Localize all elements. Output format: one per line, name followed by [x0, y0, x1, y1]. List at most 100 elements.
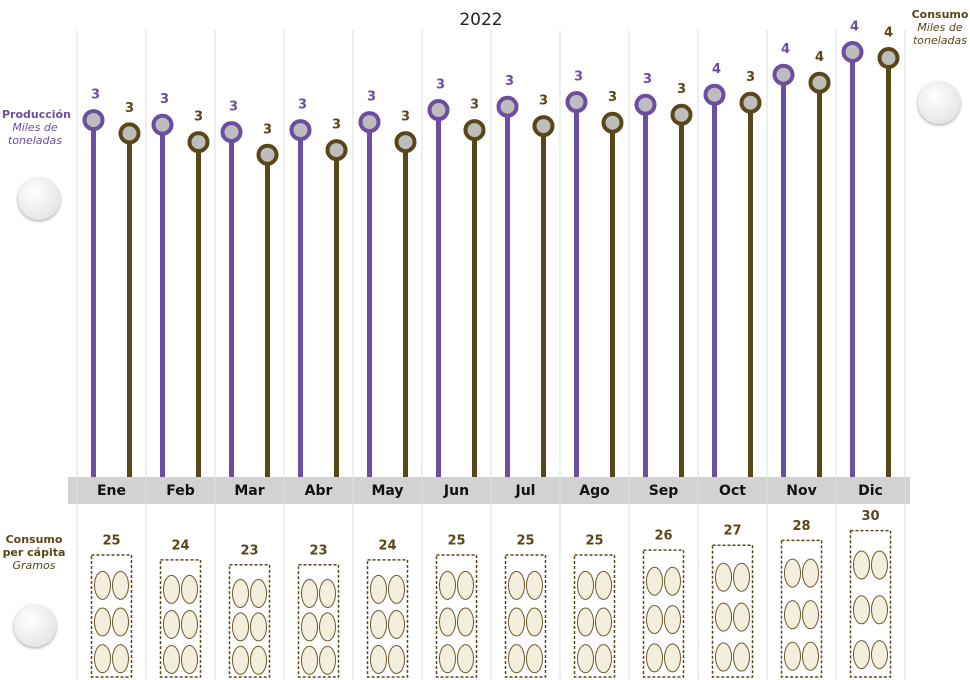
lollipop-head — [634, 93, 657, 116]
meat-icon — [871, 550, 888, 580]
lollipop-head — [532, 115, 555, 138]
data-label: 26 — [654, 529, 672, 544]
meat-icon — [232, 578, 249, 608]
meat-icon — [457, 607, 474, 637]
data-label: 3 — [505, 74, 514, 89]
x-tick-label: Sep — [649, 483, 679, 499]
meat-icon — [370, 644, 387, 674]
meat-icon — [733, 562, 750, 592]
meat-icon — [853, 550, 870, 580]
data-label: 3 — [470, 98, 479, 113]
data-label: 4 — [815, 50, 824, 65]
meat-icon — [733, 642, 750, 672]
meat-icon — [802, 641, 819, 671]
lollipop-head — [772, 63, 795, 86]
meat-icon — [388, 574, 405, 604]
data-label: 3 — [436, 78, 445, 93]
per-capita-box — [849, 529, 892, 678]
meat-icon — [577, 607, 594, 637]
lollipop-head — [841, 41, 864, 64]
meat-icon — [250, 578, 267, 608]
meat-icon — [733, 602, 750, 632]
data-label: 4 — [781, 42, 790, 57]
x-tick-label: May — [371, 483, 403, 499]
legend-entry: Consumo — [911, 8, 969, 21]
meat-icon — [181, 574, 198, 604]
production-legend: Producción Miles de toneladas — [2, 108, 71, 147]
meat-icon — [526, 570, 543, 600]
data-label: 3 — [608, 90, 617, 105]
meat-icon — [370, 609, 387, 639]
meat-icon — [319, 612, 336, 642]
x-tick-label: Jun — [443, 483, 469, 499]
data-label: 3 — [160, 92, 169, 107]
meat-icon — [802, 558, 819, 588]
lollipop-head — [670, 103, 693, 126]
data-label: 3 — [298, 98, 307, 113]
per-capita-box — [711, 544, 754, 678]
data-label: 3 — [332, 118, 341, 133]
meat-icon — [664, 605, 681, 635]
unit-label: Miles de toneladas — [7, 121, 63, 147]
meat-icon — [163, 644, 180, 674]
x-tick-label: Ene — [97, 483, 126, 499]
meat-icon — [301, 612, 318, 642]
data-label: 3 — [194, 110, 203, 125]
meat-icon — [457, 570, 474, 600]
meat-icon — [319, 578, 336, 608]
data-label: 3 — [125, 101, 134, 116]
lollipop-head — [151, 113, 174, 136]
x-tick-label: Jul — [515, 483, 536, 499]
data-label: 4 — [850, 20, 859, 35]
meat-icon — [595, 607, 612, 637]
meat-icon — [871, 640, 888, 670]
lollipop-head — [496, 95, 519, 118]
meat-icon — [508, 607, 525, 637]
meat-icon — [577, 570, 594, 600]
meat-icon — [871, 595, 888, 625]
meat-icon — [163, 574, 180, 604]
x-tick-label: Nov — [786, 483, 816, 499]
data-label: 3 — [746, 70, 755, 85]
data-label: 3 — [574, 70, 583, 85]
category-band — [68, 477, 910, 504]
data-label: 3 — [401, 110, 410, 125]
meat-icon — [112, 570, 129, 600]
meat-icon — [301, 645, 318, 675]
data-label: 3 — [677, 82, 686, 97]
per-capita-box — [297, 564, 340, 678]
data-label: 25 — [585, 534, 603, 549]
meat-icon — [250, 612, 267, 642]
meat-icon — [319, 645, 336, 675]
data-label: 25 — [102, 534, 120, 549]
data-label: 28 — [792, 519, 810, 534]
lollipop-head — [118, 122, 141, 145]
lollipop-head — [220, 121, 243, 144]
x-tick-label: Oct — [719, 483, 746, 499]
data-label: 3 — [263, 122, 272, 137]
data-label: 30 — [861, 509, 879, 524]
meat-icon — [595, 570, 612, 600]
meat-icon — [646, 605, 663, 635]
unit-label: Gramos — [12, 559, 56, 572]
x-tick-label: Mar — [234, 483, 264, 499]
production-icon — [18, 178, 60, 220]
meat-icon — [853, 595, 870, 625]
meat-icon — [715, 562, 732, 592]
meat-icon — [664, 643, 681, 673]
meat-icon — [181, 609, 198, 639]
meat-icon — [112, 607, 129, 637]
meat-icon — [439, 644, 456, 674]
meat-icon — [370, 574, 387, 604]
lollipop-head — [808, 71, 831, 94]
legend-entry: Producción — [2, 108, 71, 121]
meat-icon — [94, 607, 111, 637]
meat-icon — [508, 644, 525, 674]
meat-icon — [784, 600, 801, 630]
lollipop-head — [82, 109, 105, 132]
meat-icon — [508, 570, 525, 600]
per-capita-box — [366, 559, 409, 678]
meat-icon — [181, 644, 198, 674]
per-capita-box — [642, 549, 685, 678]
